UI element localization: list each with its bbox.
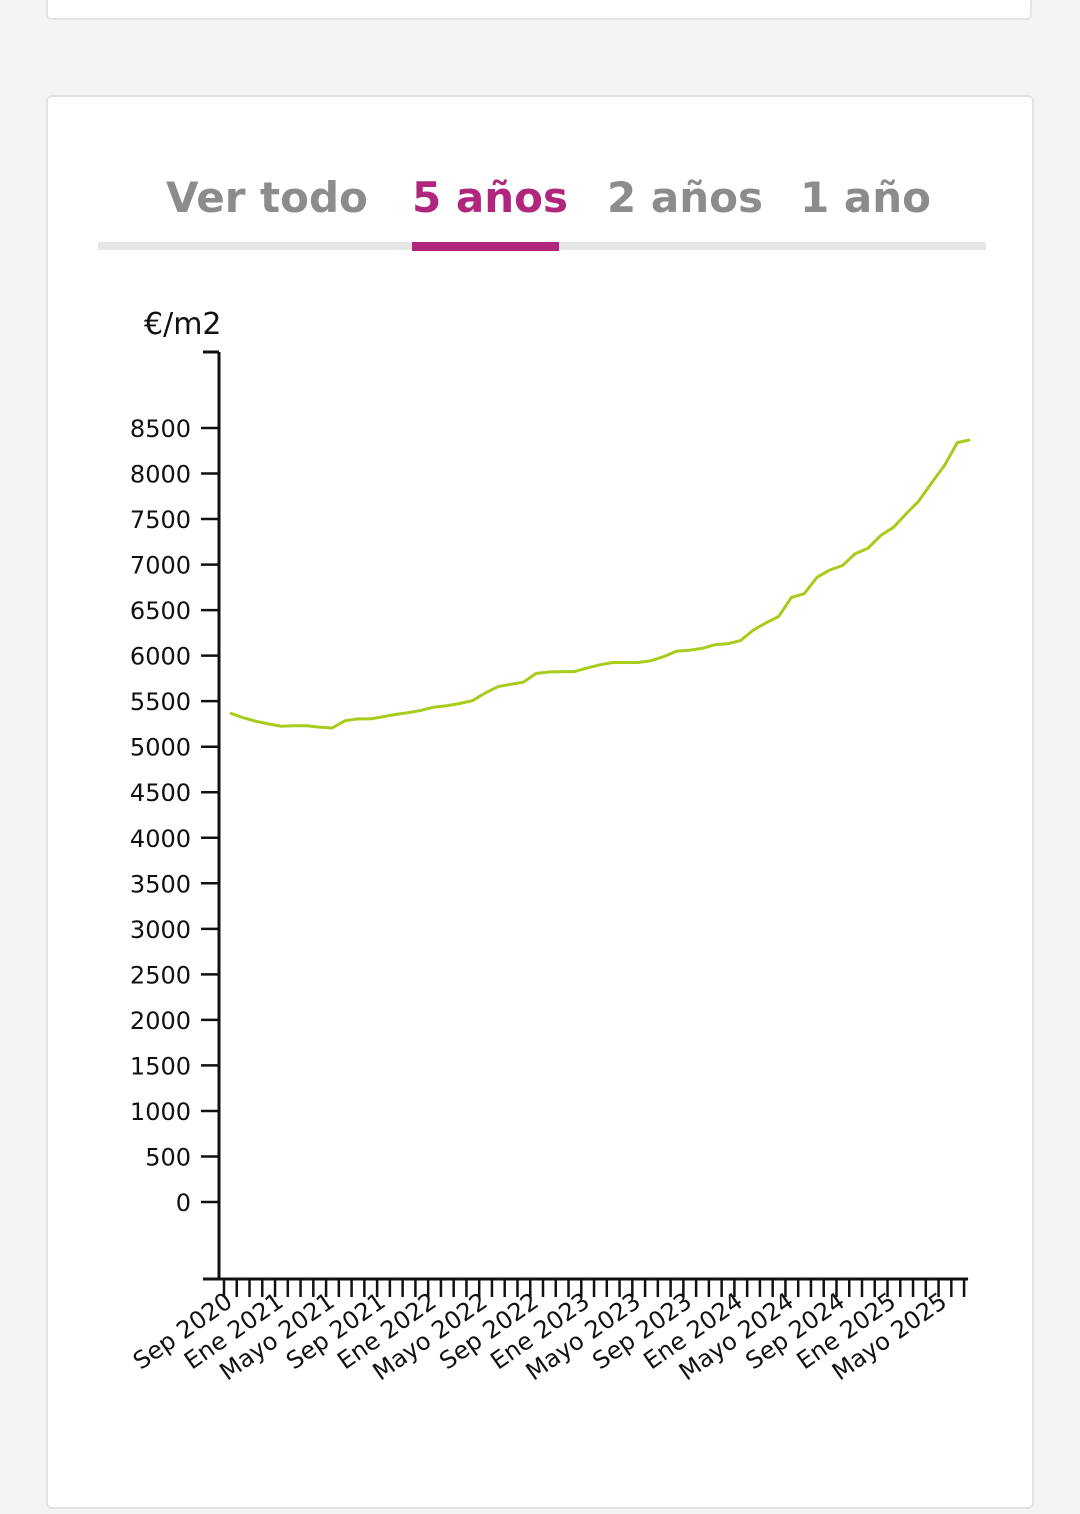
y-tick-label: 500 [145, 1143, 191, 1171]
price-series-line [229, 438, 971, 730]
price-chart: €/m2 85008000750070006500600055005000450… [128, 307, 971, 1386]
y-tick-label: 3500 [130, 870, 191, 898]
y-tick-label: 4000 [130, 825, 191, 853]
tab-1-ano[interactable]: 1 año [800, 173, 931, 222]
y-tick-label: 6500 [130, 597, 191, 625]
y-tick-label: 2500 [130, 961, 191, 989]
y-tick-label: 2000 [130, 1007, 191, 1035]
y-tick-label: 8000 [130, 461, 191, 489]
tab-5-anos[interactable]: 5 años [412, 173, 568, 222]
series-layer [229, 438, 971, 730]
y-tick-label: 5000 [130, 734, 191, 762]
y-tick-label: 6000 [130, 643, 191, 671]
y-tick-label: 7500 [130, 506, 191, 534]
y-tick-label: 1000 [130, 1098, 191, 1126]
y-tick-label: 8500 [130, 415, 191, 443]
previous-card [46, 0, 1032, 20]
period-tabs: Ver todo 5 años 2 años 1 año [98, 167, 986, 251]
y-tick-label: 5500 [130, 688, 191, 716]
tab-2-anos[interactable]: 2 años [607, 173, 763, 222]
y-tick-label: 0 [176, 1189, 191, 1217]
y-axis: 8500800075007000650060005500500045004000… [130, 350, 221, 1279]
y-tick-label: 7000 [130, 552, 191, 580]
price-evolution-card: Ver todo 5 años 2 años 1 año €/m2 8500 80… [46, 95, 1034, 1509]
tab-ver-todo[interactable]: Ver todo [166, 173, 368, 222]
y-axis-title: €/m2 [144, 307, 222, 342]
y-tick-label: 4500 [130, 779, 191, 807]
y-tick-label: 3000 [130, 916, 191, 944]
y-tick-label: 1500 [130, 1052, 191, 1080]
active-tab-indicator [412, 242, 559, 251]
